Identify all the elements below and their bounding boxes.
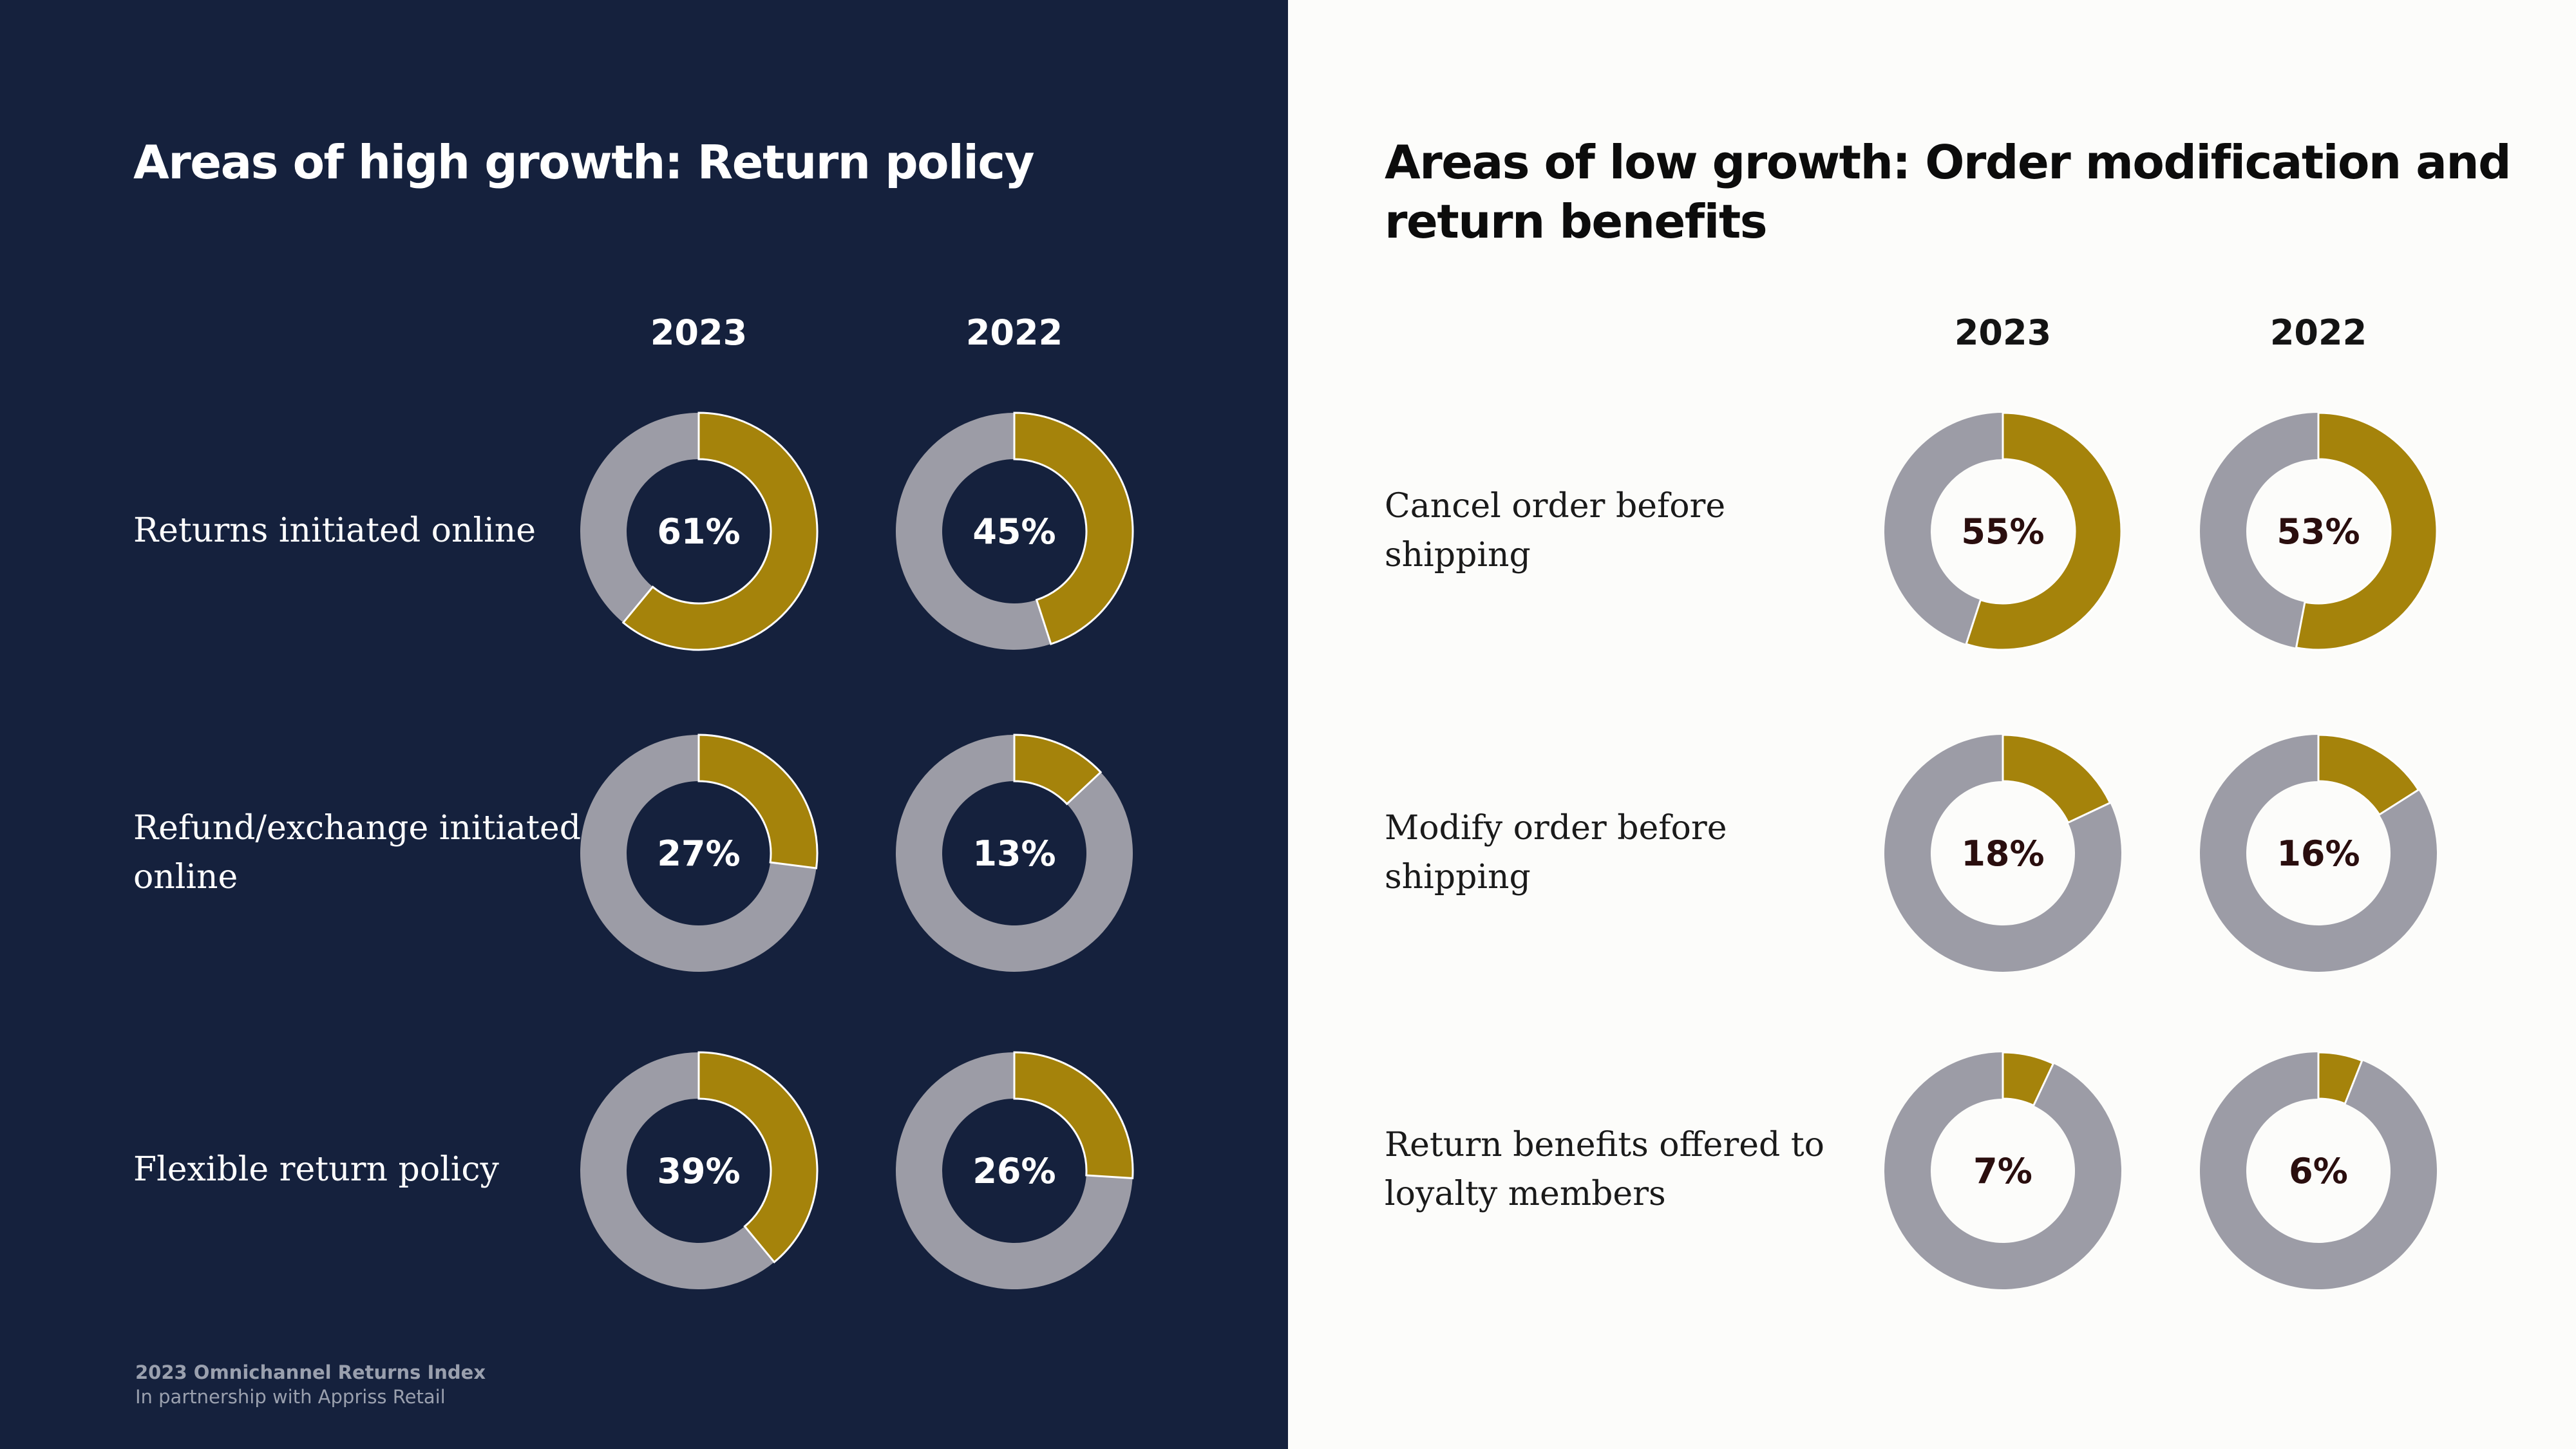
donut-value-slice [1013, 1051, 1134, 1180]
donut-svg [580, 734, 819, 972]
donut-remainder-slice [580, 1052, 775, 1289]
donut-remainder-slice [2200, 735, 2437, 972]
donut-percent-label: 7% [1973, 1150, 2032, 1191]
donut-value-slice [1965, 412, 2123, 651]
donut-percent-label: 18% [1961, 833, 2045, 874]
donut-refund-exchange-2022: 13% [892, 731, 1137, 976]
row-label-flexible-return: Flexible return policy [133, 1150, 499, 1189]
donut-percent-label: 39% [657, 1150, 741, 1191]
donut-svg [2200, 734, 2437, 972]
donut-flexible-return-2023: 39% [576, 1048, 821, 1293]
donut-remainder-slice [580, 735, 817, 972]
row-label-cancel-order: Cancel order before shipping [1385, 487, 1726, 574]
row-label-loyalty-benefits: Return benefits offered to loyalty membe… [1385, 1126, 1824, 1213]
donut-cancel-order-2023: 55% [1880, 409, 2125, 654]
donut-remainder-slice [896, 413, 1051, 650]
row-label-refund-exchange: Refund/exchange initiated online [133, 809, 581, 896]
donut-value-slice [2317, 734, 2420, 817]
donut-loyalty-benefits-2023: 7% [1880, 1048, 2125, 1293]
donut-svg [1884, 734, 2121, 972]
row-label-modify-order: Modify order before shipping [1385, 809, 1727, 896]
donut-svg [1884, 412, 2123, 651]
donut-svg [896, 412, 1134, 650]
donut-remainder-slice [2200, 1052, 2437, 1289]
donut-flexible-return-2022: 26% [892, 1048, 1137, 1293]
donut-returns-online-2022: 45% [892, 409, 1137, 654]
donut-remainder-slice [580, 413, 699, 623]
donut-value-slice [621, 412, 819, 651]
donut-remainder-slice [896, 1052, 1133, 1289]
donut-percent-label: 55% [1961, 511, 2045, 552]
year-2022-header: 2022 [965, 312, 1063, 353]
footer-title: 2023 Omnichannel Returns Index [135, 1361, 486, 1383]
year-2023-header: 2023 [650, 312, 748, 353]
donut-modify-order-2022: 16% [2196, 731, 2441, 976]
donut-percent-label: 26% [972, 1150, 1056, 1191]
donut-value-slice [2002, 1051, 2055, 1107]
donut-percent-label: 61% [657, 511, 741, 552]
donut-svg [896, 1051, 1134, 1289]
donut-refund-exchange-2023: 27% [576, 731, 821, 976]
donut-percent-label: 45% [972, 511, 1056, 552]
donut-value-slice [697, 1051, 819, 1264]
donut-value-slice [1013, 412, 1134, 645]
donut-value-slice [1013, 734, 1103, 806]
donut-value-slice [697, 734, 819, 869]
donut-svg [580, 1051, 819, 1289]
donut-svg [2200, 412, 2438, 651]
donut-cancel-order-2022: 53% [2196, 409, 2441, 654]
donut-percent-label: 13% [972, 833, 1056, 874]
donut-percent-label: 27% [657, 833, 741, 874]
high-growth-title: Areas of high growth: Return policy [133, 135, 1035, 189]
donut-remainder-slice [1884, 413, 2003, 644]
donut-remainder-slice [2200, 413, 2318, 648]
donut-remainder-slice [896, 735, 1133, 972]
donut-percent-label: 53% [2277, 511, 2360, 552]
year-2023-header: 2023 [1954, 312, 2052, 353]
high-growth-panel: Areas of high growth: Return policy 2023… [0, 0, 1288, 1449]
donut-loyalty-benefits-2022: 6% [2196, 1048, 2441, 1293]
footer-subtitle: In partnership with Appriss Retail [135, 1386, 446, 1408]
donut-percent-label: 16% [2277, 833, 2360, 874]
source-footer: 2023 Omnichannel Returns Index In partne… [135, 1360, 486, 1409]
low-growth-title: Areas of low growth: Order modification … [1385, 135, 2512, 249]
donut-percent-label: 6% [2289, 1150, 2348, 1191]
donut-value-slice [2002, 734, 2112, 824]
donut-remainder-slice [1884, 1052, 2121, 1289]
donut-returns-online-2023: 61% [576, 409, 821, 654]
donut-remainder-slice [1884, 735, 2121, 972]
donut-value-slice [2317, 1051, 2363, 1105]
donut-value-slice [2295, 412, 2438, 651]
row-label-returns-online: Returns initiated online [133, 511, 536, 550]
donut-svg [2200, 1051, 2437, 1289]
donut-svg [896, 734, 1133, 972]
donut-svg [580, 412, 819, 651]
donut-svg [1884, 1051, 2121, 1289]
donut-modify-order-2023: 18% [1880, 731, 2125, 976]
year-2022-header: 2022 [2269, 312, 2367, 353]
low-growth-panel: Areas of low growth: Order modification … [1288, 0, 2576, 1449]
